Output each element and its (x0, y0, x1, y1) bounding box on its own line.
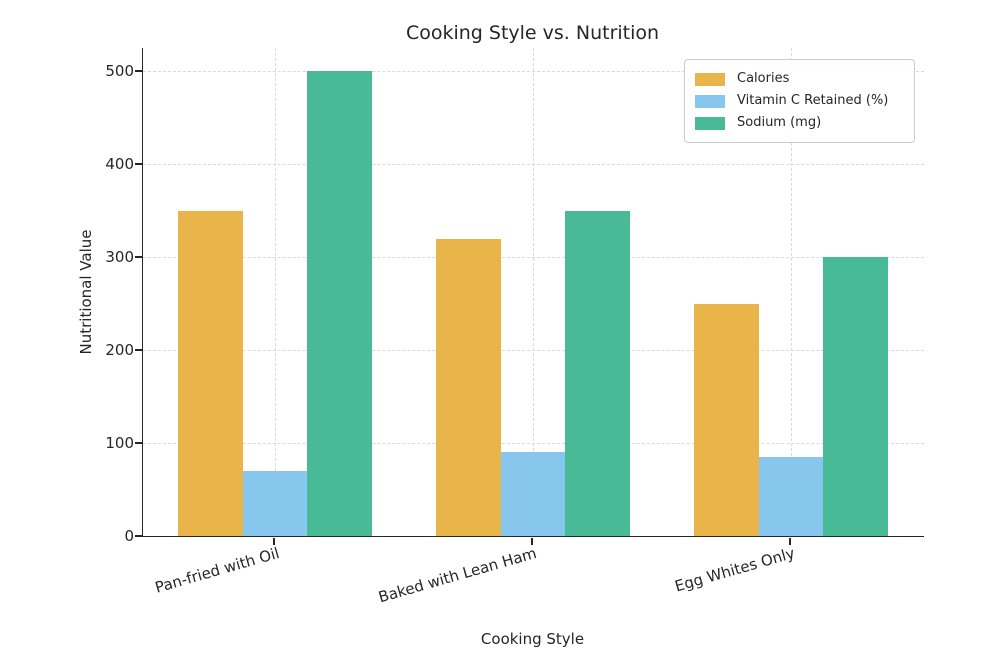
bar-sodium-mg (823, 257, 888, 536)
legend-item: Sodium (mg) (695, 112, 904, 134)
bar-vitamin-c-retained (500, 452, 566, 536)
y-tick-mark (135, 349, 142, 351)
legend: Calories Vitamin C Retained (%) Sodium (mg… (684, 59, 915, 143)
gridline-vertical (791, 48, 793, 536)
y-tick-label: 200 (105, 341, 134, 360)
y-tick-label: 400 (105, 155, 134, 174)
y-tick-label: 500 (105, 62, 134, 81)
x-tick-label: Egg Whites Only (673, 544, 798, 596)
legend-swatch (695, 116, 725, 130)
x-axis-label: Cooking Style (480, 630, 585, 648)
chart-title: Cooking Style vs. Nutrition (405, 22, 660, 44)
bar-calories (436, 238, 501, 536)
legend-label: Calories (737, 71, 790, 86)
gridline-vertical (274, 48, 276, 536)
x-tick-label: Baked with Lean Ham (376, 544, 539, 607)
y-tick-label: 0 (124, 527, 134, 545)
y-tick-mark (135, 256, 142, 258)
x-tick-mark (272, 538, 275, 545)
legend-label: Vitamin C Retained (%) (737, 93, 889, 108)
bar-calories (694, 303, 759, 536)
legend-label: Sodium (mg) (737, 115, 822, 130)
x-tick-mark (531, 538, 533, 545)
legend-swatch (695, 94, 725, 108)
plot-area (142, 48, 924, 537)
legend-item: Vitamin C Retained (%) (695, 90, 904, 112)
y-tick-label: 100 (105, 434, 134, 453)
bar-sodium-mg (307, 71, 372, 536)
x-tick-label: Pan-fried with Oil (152, 544, 281, 597)
y-tick-label: 300 (105, 248, 134, 267)
gridline-vertical (533, 48, 535, 536)
y-tick-mark (135, 442, 142, 444)
y-tick-mark (135, 70, 142, 73)
bar-calories (178, 210, 243, 536)
legend-item: Calories (695, 68, 904, 90)
legend-swatch (695, 72, 725, 86)
y-tick-mark (135, 535, 142, 537)
bar-vitamin-c-retained (758, 457, 824, 536)
bar-sodium-mg (565, 210, 630, 536)
x-tick-mark (789, 538, 791, 545)
y-tick-mark (135, 163, 142, 165)
bar-vitamin-c-retained (242, 470, 308, 536)
